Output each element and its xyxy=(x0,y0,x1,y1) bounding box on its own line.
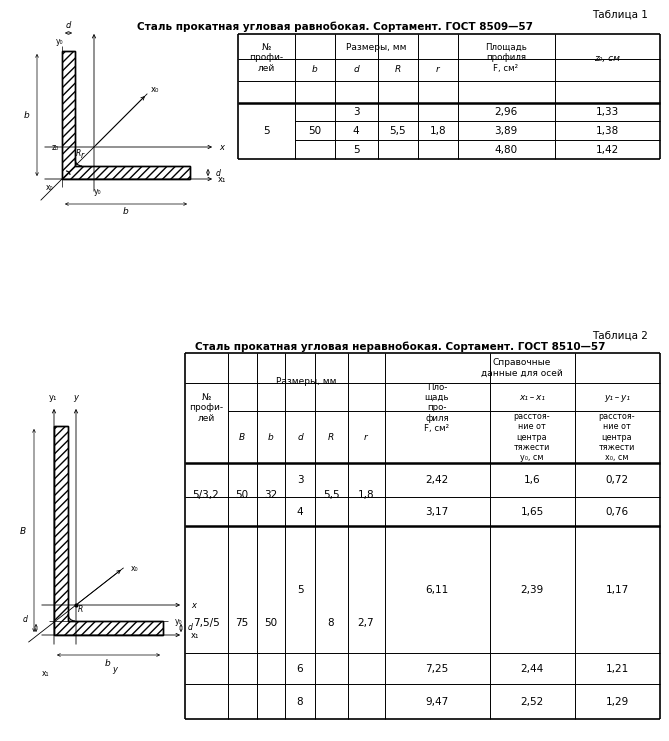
Text: B: B xyxy=(20,527,26,536)
Text: x₀: x₀ xyxy=(46,182,54,191)
Text: d: d xyxy=(23,616,28,625)
Text: 75: 75 xyxy=(235,618,249,628)
Text: y₀: y₀ xyxy=(175,617,183,625)
Text: 1,8: 1,8 xyxy=(429,126,446,136)
Text: 8: 8 xyxy=(328,618,334,628)
Text: x: x xyxy=(191,600,196,610)
Text: x: x xyxy=(219,142,225,151)
Text: 5,5: 5,5 xyxy=(389,126,406,136)
Text: 3: 3 xyxy=(296,475,303,485)
Text: 4: 4 xyxy=(296,507,303,517)
Text: 3,17: 3,17 xyxy=(425,507,449,517)
Text: 1,6: 1,6 xyxy=(524,475,541,485)
Text: 1,33: 1,33 xyxy=(595,107,619,117)
Text: №
профи-
лей: № профи- лей xyxy=(249,43,283,73)
Text: b: b xyxy=(123,207,129,216)
Text: 7,5/5: 7,5/5 xyxy=(193,618,219,628)
Text: Пло-
щадь
про-
филя
F, см²: Пло- щадь про- филя F, см² xyxy=(424,382,450,433)
PathPatch shape xyxy=(62,51,190,179)
Text: 1,65: 1,65 xyxy=(520,507,544,517)
Text: 2,39: 2,39 xyxy=(520,585,544,595)
PathPatch shape xyxy=(54,426,163,635)
Text: 1,17: 1,17 xyxy=(605,585,629,595)
Text: 0,72: 0,72 xyxy=(605,475,629,485)
Text: x₀: x₀ xyxy=(151,85,159,94)
Text: 4,80: 4,80 xyxy=(494,145,518,155)
Text: b: b xyxy=(23,110,29,119)
Text: b: b xyxy=(312,65,318,75)
Text: 5/3,2: 5/3,2 xyxy=(193,490,219,500)
Text: 2,96: 2,96 xyxy=(494,107,518,117)
Text: 2,52: 2,52 xyxy=(520,697,544,707)
Text: 5: 5 xyxy=(263,126,270,136)
Text: 32: 32 xyxy=(264,490,278,500)
Text: расстоя-
ние от
центра
тяжести
x₀, см: расстоя- ние от центра тяжести x₀, см xyxy=(599,412,636,462)
Text: x₁ – x₁: x₁ – x₁ xyxy=(519,393,545,402)
Text: №
профи-
лей: № профи- лей xyxy=(189,393,223,423)
Text: 2,44: 2,44 xyxy=(520,664,544,674)
Text: y₁ – y₁: y₁ – y₁ xyxy=(604,393,630,402)
Text: Таблица 2: Таблица 2 xyxy=(592,331,648,341)
Text: x₁: x₁ xyxy=(191,631,199,639)
Text: Сталь прокатная угловая неравнобокая. Сортамент. ГОСТ 8510—57: Сталь прокатная угловая неравнобокая. Со… xyxy=(195,342,605,353)
Text: 50: 50 xyxy=(235,490,249,500)
Text: r: r xyxy=(80,151,84,161)
Text: 5: 5 xyxy=(353,145,359,155)
Text: d: d xyxy=(66,21,71,30)
Text: d: d xyxy=(297,433,303,442)
Text: 1,38: 1,38 xyxy=(595,126,619,136)
Text: Размеры, мм: Размеры, мм xyxy=(276,377,337,387)
Text: y₀: y₀ xyxy=(94,187,102,196)
Text: R: R xyxy=(395,65,401,75)
Text: Таблица 1: Таблица 1 xyxy=(592,10,648,20)
Text: 1,42: 1,42 xyxy=(595,145,619,155)
Text: y₀: y₀ xyxy=(56,36,64,45)
Text: 3: 3 xyxy=(353,107,359,117)
Text: 4: 4 xyxy=(353,126,359,136)
Text: 2,42: 2,42 xyxy=(425,475,449,485)
Text: 8: 8 xyxy=(296,697,303,707)
Text: 6,11: 6,11 xyxy=(425,585,449,595)
Text: y: y xyxy=(112,665,118,674)
Text: Размеры, мм: Размеры, мм xyxy=(346,42,406,52)
Text: 1,8: 1,8 xyxy=(358,490,375,500)
Text: d: d xyxy=(353,65,359,75)
Text: Справочные
данные для осей: Справочные данные для осей xyxy=(481,359,563,378)
Text: r: r xyxy=(436,65,440,75)
Text: Сталь прокатная угловая равнобокая. Сортамент. ГОСТ 8509—57: Сталь прокатная угловая равнобокая. Сорт… xyxy=(137,22,533,33)
Text: 50: 50 xyxy=(264,618,278,628)
Text: z₀: z₀ xyxy=(52,142,59,151)
Text: Площадь
профиля
F, см²: Площадь профиля F, см² xyxy=(485,43,527,73)
Text: 50: 50 xyxy=(308,126,322,136)
Text: 1,21: 1,21 xyxy=(605,664,629,674)
Text: 9,47: 9,47 xyxy=(425,697,449,707)
Text: x₁: x₁ xyxy=(42,668,50,677)
Text: 7,25: 7,25 xyxy=(425,664,449,674)
Text: b: b xyxy=(268,433,274,442)
Text: 6: 6 xyxy=(296,664,303,674)
Text: x₀: x₀ xyxy=(131,564,139,573)
Text: z₀, см: z₀, см xyxy=(594,53,620,62)
Text: 1,29: 1,29 xyxy=(605,697,629,707)
Text: B: B xyxy=(239,433,245,442)
Text: 2,7: 2,7 xyxy=(358,618,375,628)
Text: r: r xyxy=(364,433,368,442)
Text: расстоя-
ние от
центра
тяжести
y₀, см: расстоя- ние от центра тяжести y₀, см xyxy=(514,412,551,462)
Text: R: R xyxy=(78,605,83,614)
Text: y: y xyxy=(74,393,78,402)
Text: b: b xyxy=(105,659,111,668)
Text: 5: 5 xyxy=(296,585,303,595)
Text: R: R xyxy=(328,433,334,442)
Text: 5,5: 5,5 xyxy=(322,490,339,500)
Text: x₁: x₁ xyxy=(218,174,226,184)
Text: 3,89: 3,89 xyxy=(494,126,518,136)
Text: y₁: y₁ xyxy=(49,393,57,402)
Text: R: R xyxy=(76,150,81,159)
Text: d: d xyxy=(216,168,221,178)
Text: 0,76: 0,76 xyxy=(605,507,629,517)
Text: d: d xyxy=(188,623,193,633)
